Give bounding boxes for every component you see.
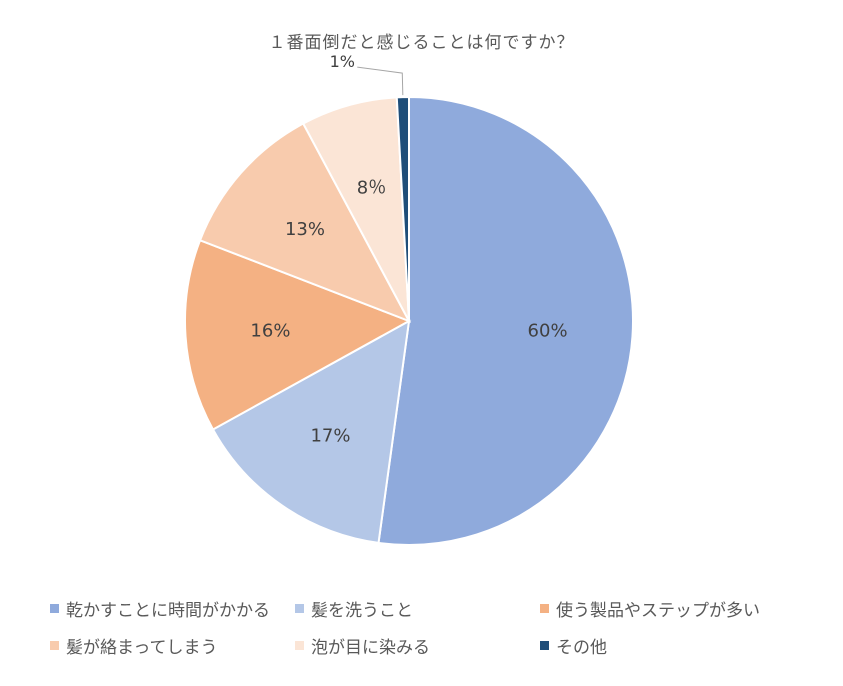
legend-label-1: 乾かすことに時間がかかる: [66, 601, 270, 621]
data-label-3: 16%: [250, 320, 290, 341]
legend-swatch-6: [540, 641, 549, 650]
legend-label-3: 使う製品やステップが多い: [556, 601, 760, 621]
pie-slice-4: [198, 122, 412, 323]
data-label-6: 1%: [330, 52, 355, 71]
pie-slice-1: [377, 95, 634, 546]
chart-title: １番面倒だと感じることは何ですか？: [268, 33, 575, 53]
data-label-2: 17%: [310, 426, 350, 447]
legend-swatch-1: [50, 604, 59, 613]
pie-slice-6: [395, 95, 410, 322]
legend-label-5: 泡が目に染みる: [311, 638, 430, 658]
pie-slice-3: [184, 238, 412, 431]
legend-swatch-4: [50, 641, 59, 650]
legend-item-3: 使う製品やステップが多い: [540, 596, 830, 621]
legend-item-2: 髪を洗うこと: [295, 596, 540, 621]
legend-item-4: 髪が絡まってしまう: [50, 633, 295, 658]
legend-swatch-2: [295, 604, 304, 613]
legend-label-2: 髪を洗うこと: [311, 601, 413, 621]
data-label-5: 8％: [357, 177, 386, 198]
legend-label-6: その他: [556, 638, 607, 658]
legend-swatch-5: [295, 641, 304, 650]
pie-slice-2: [211, 319, 411, 545]
legend-item-6: その他: [540, 633, 830, 658]
data-label-1: 60%: [528, 320, 568, 341]
data-label-4: 13%: [285, 219, 325, 240]
legend: 乾かすことに時間がかかる 髪を洗うこと 使う製品やステップが多い 髪が絡まってし…: [50, 596, 830, 658]
legend-swatch-3: [540, 604, 549, 613]
legend-item-1: 乾かすことに時間がかかる: [50, 596, 295, 621]
legend-label-4: 髪が絡まってしまう: [66, 638, 218, 658]
legend-item-5: 泡が目に染みる: [295, 633, 540, 658]
leader-line-6: [357, 66, 404, 96]
